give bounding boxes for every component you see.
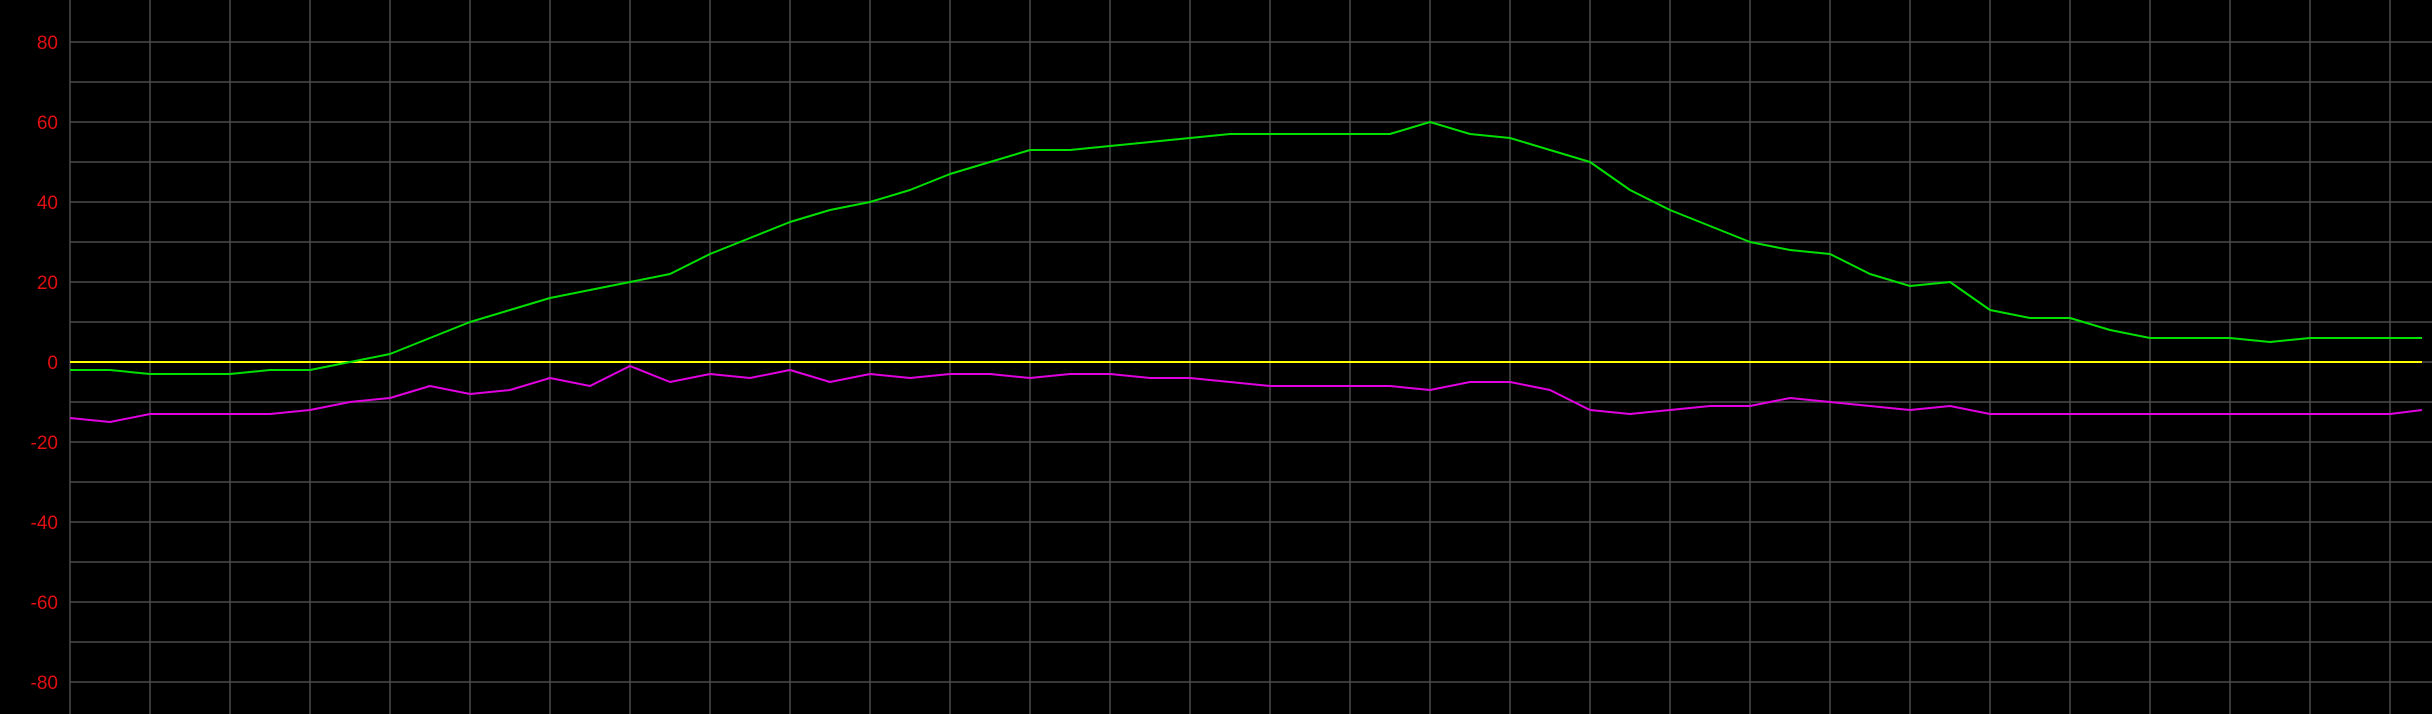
y-tick-label: 20 bbox=[37, 273, 58, 294]
series-line-magenta bbox=[69, 365, 2423, 423]
y-tick-label: -20 bbox=[31, 433, 58, 454]
series-line-green bbox=[70, 121, 2422, 375]
y-tick-label: -40 bbox=[31, 513, 58, 534]
y-tick-labels: 80 60 40 20 0 -20 -40 -60 -80 bbox=[31, 33, 58, 694]
y-tick-label: 0 bbox=[47, 353, 58, 374]
y-tick-label: -60 bbox=[31, 593, 58, 614]
y-tick-label: -80 bbox=[31, 673, 58, 694]
series-lines bbox=[69, 121, 2423, 423]
y-tick-label: 80 bbox=[37, 33, 58, 54]
y-tick-label: 60 bbox=[37, 113, 58, 134]
y-tick-label: 40 bbox=[37, 193, 58, 214]
